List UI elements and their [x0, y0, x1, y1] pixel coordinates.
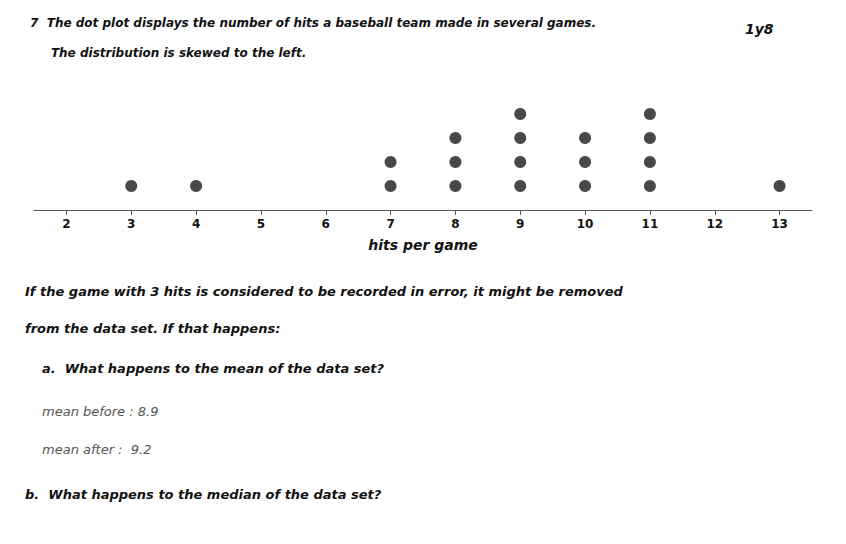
- svg-text:If the game with 3 hits is con: If the game with 3 hits is considered to…: [25, 284, 623, 299]
- svg-text:hits per game: hits per game: [368, 237, 478, 253]
- svg-text:5: 5: [257, 217, 265, 231]
- svg-text:13: 13: [771, 217, 788, 231]
- svg-text:4: 4: [192, 217, 200, 231]
- svg-text:7 The dot plot displays the n: 7 The dot plot displays the number of hi…: [30, 16, 596, 30]
- svg-text:11: 11: [642, 217, 659, 231]
- svg-text:The distribution is skewed to: The distribution is skewed to the left.: [30, 46, 306, 60]
- svg-text:12: 12: [706, 217, 723, 231]
- svg-text:3: 3: [127, 217, 135, 231]
- svg-text:mean after : 9.2: mean after : 9.2: [42, 442, 151, 457]
- svg-text:6: 6: [322, 217, 330, 231]
- svg-text:7: 7: [386, 217, 394, 231]
- svg-text:mean before : 8.9: mean before : 8.9: [42, 404, 158, 419]
- svg-text:2: 2: [62, 217, 70, 231]
- svg-text:a. What happens to the mean o: a. What happens to the mean of the data …: [42, 361, 385, 376]
- svg-text:from the data set. If that hap: from the data set. If that happens:: [25, 321, 280, 336]
- svg-text:b. What happens to the median: b. What happens to the median of the dat…: [25, 487, 382, 502]
- svg-text:9: 9: [516, 217, 524, 231]
- svg-text:1y8: 1y8: [745, 21, 774, 37]
- svg-text:8: 8: [451, 217, 459, 231]
- svg-text:10: 10: [577, 217, 594, 231]
